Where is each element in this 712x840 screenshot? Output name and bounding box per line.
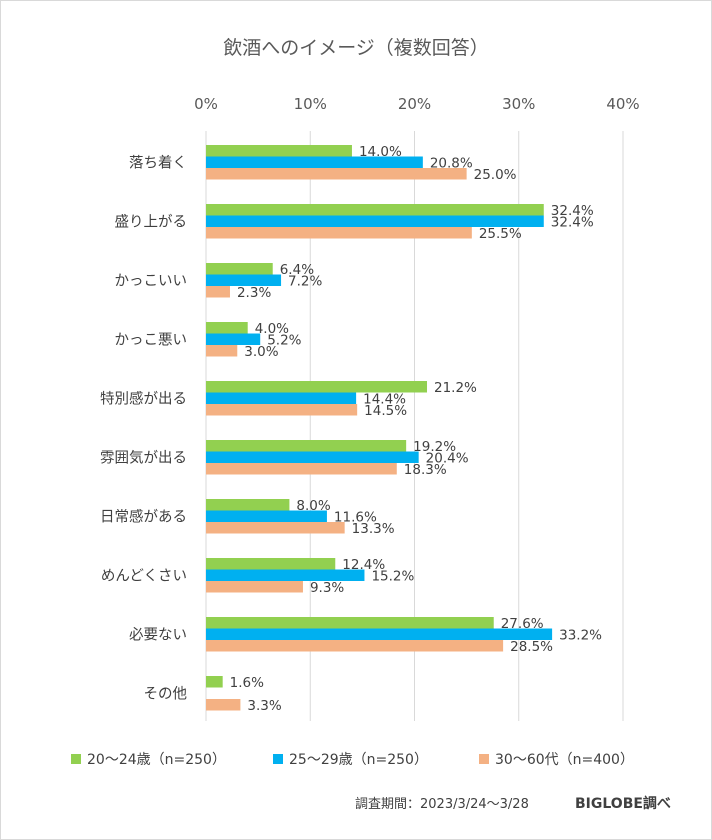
source-brand: BIGLOBE調べ bbox=[575, 795, 671, 812]
data-label: 1.6% bbox=[230, 675, 264, 691]
category-labels: 落ち着く盛り上がるかっこいいかっこ悪い特別感が出る雰囲気が出る日常感があるめんど… bbox=[100, 154, 187, 702]
data-label: 15.2% bbox=[371, 569, 414, 585]
bar-series0-9 bbox=[206, 676, 223, 688]
x-axis-ticks: 0% 10% 20% 30% 40% bbox=[194, 95, 640, 113]
bar-series0-4 bbox=[206, 381, 428, 393]
data-label: 14.0% bbox=[359, 144, 402, 160]
category-label: かっこいい bbox=[115, 272, 188, 289]
bar-series0-1 bbox=[206, 204, 544, 216]
bar-series0-8 bbox=[206, 617, 494, 629]
data-label: 19.2% bbox=[413, 439, 456, 455]
bar-series2-7 bbox=[206, 581, 303, 593]
bar-series0-3 bbox=[206, 322, 248, 334]
data-label: 9.3% bbox=[310, 580, 344, 596]
category-label: 特別感が出る bbox=[100, 390, 187, 407]
category-label: かっこ悪い bbox=[115, 331, 188, 348]
bar-series2-9 bbox=[206, 699, 241, 711]
data-label: 28.5% bbox=[510, 639, 553, 655]
data-label: 2.3% bbox=[237, 285, 271, 301]
data-label: 4.0% bbox=[255, 321, 289, 337]
bar-series2-0 bbox=[206, 168, 467, 180]
bar-series0-0 bbox=[206, 145, 352, 157]
data-label: 5.2% bbox=[267, 333, 301, 349]
bar-series2-6 bbox=[206, 522, 345, 534]
data-labels: 14.0% 32.4% 6.4% 4.0% 21.2% 19.2% 8.0% 12.4% 27.… bbox=[230, 144, 602, 714]
bar-series2-2 bbox=[206, 286, 230, 298]
bar-series1-1 bbox=[206, 215, 544, 227]
legend-swatch-1 bbox=[273, 754, 283, 764]
x-tick-label: 40% bbox=[606, 95, 639, 113]
data-label: 14.5% bbox=[364, 403, 407, 419]
data-label: 14.4% bbox=[363, 392, 406, 408]
data-label: 11.6% bbox=[334, 510, 377, 526]
data-label: 3.3% bbox=[247, 698, 281, 714]
bar-series2-5 bbox=[206, 463, 397, 475]
category-label: 日常感がある bbox=[100, 508, 187, 525]
bar-series0-5 bbox=[206, 440, 407, 452]
bars bbox=[206, 145, 553, 711]
data-label: 25.5% bbox=[479, 226, 522, 242]
legend-label: 20～24歳（n=250） bbox=[87, 752, 226, 768]
category-label: 盛り上がる bbox=[115, 213, 188, 230]
data-label: 7.2% bbox=[288, 274, 322, 290]
bar-series2-4 bbox=[206, 404, 358, 416]
legend-swatch-0 bbox=[71, 754, 81, 764]
bar-series1-5 bbox=[206, 451, 419, 463]
data-label: 18.3% bbox=[404, 462, 447, 478]
data-label: 21.2% bbox=[434, 380, 477, 396]
legend-label: 25～29歳（n=250） bbox=[289, 752, 428, 768]
data-label: 27.6% bbox=[501, 616, 544, 632]
data-label: 33.2% bbox=[559, 628, 602, 644]
bar-series1-6 bbox=[206, 510, 327, 522]
category-label: 雰囲気が出る bbox=[100, 449, 187, 466]
data-label: 20.8% bbox=[430, 156, 473, 172]
category-label: その他 bbox=[144, 685, 188, 702]
bar-series1-7 bbox=[206, 569, 365, 581]
bar-series0-7 bbox=[206, 558, 336, 570]
bar-series1-3 bbox=[206, 333, 261, 345]
bar-series2-1 bbox=[206, 227, 472, 239]
x-tick-label: 30% bbox=[502, 95, 535, 113]
legend: 20～24歳（n=250） 25～29歳（n=250） 30～60代（n=400） bbox=[71, 752, 634, 768]
legend-swatch-2 bbox=[479, 754, 489, 764]
chart-title: 飲酒へのイメージ（複数回答） bbox=[223, 37, 489, 59]
bar-series0-2 bbox=[206, 263, 273, 275]
bar-series2-3 bbox=[206, 345, 238, 357]
bar-series1-2 bbox=[206, 274, 282, 286]
x-tick-label: 0% bbox=[194, 95, 218, 113]
x-tick-label: 10% bbox=[294, 95, 327, 113]
data-label: 3.0% bbox=[244, 344, 278, 360]
data-label: 20.4% bbox=[426, 451, 469, 467]
bar-series1-8 bbox=[206, 628, 553, 640]
category-label: 落ち着く bbox=[129, 154, 187, 171]
x-tick-label: 20% bbox=[398, 95, 431, 113]
data-label: 8.0% bbox=[296, 498, 330, 514]
data-label: 25.0% bbox=[474, 167, 517, 183]
category-label: めんどくさい bbox=[101, 567, 187, 584]
data-label: 13.3% bbox=[352, 521, 395, 537]
data-label: 32.4% bbox=[551, 215, 594, 231]
category-label: 必要ない bbox=[129, 626, 187, 643]
data-label: 12.4% bbox=[342, 557, 385, 573]
bar-series1-0 bbox=[206, 156, 423, 168]
data-label: 6.4% bbox=[280, 262, 314, 278]
bar-series1-4 bbox=[206, 392, 357, 404]
survey-period: 調査期間：2023/3/24～3/28 bbox=[355, 797, 529, 812]
bar-series2-8 bbox=[206, 640, 504, 652]
legend-label: 30～60代（n=400） bbox=[495, 752, 634, 768]
data-label: 32.4% bbox=[551, 203, 594, 219]
bar-series0-6 bbox=[206, 499, 290, 511]
